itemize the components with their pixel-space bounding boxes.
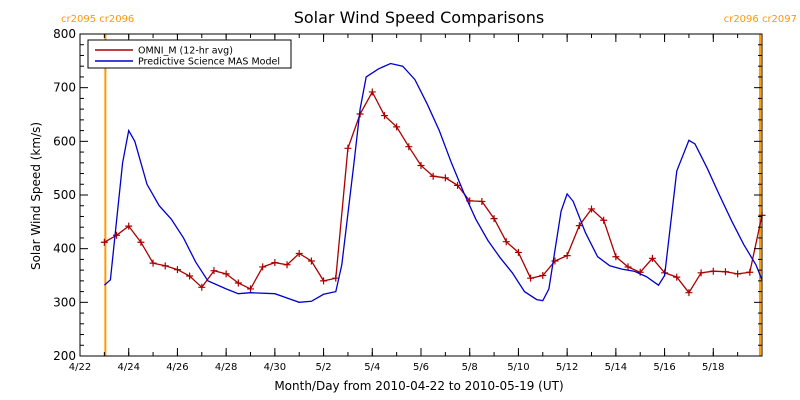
x-tick-label: 4/28	[215, 362, 237, 373]
data-point	[198, 283, 206, 291]
y-tick-label: 300	[53, 295, 76, 309]
data-point	[441, 174, 449, 182]
x-tick-label: 5/12	[556, 362, 578, 373]
data-point	[417, 161, 425, 169]
x-tick-label: 5/18	[702, 362, 724, 373]
data-point	[283, 261, 291, 269]
data-point	[685, 289, 693, 297]
plot-frame	[79, 33, 763, 357]
series-mas-model	[103, 62, 763, 303]
x-tick-label: 5/2	[316, 362, 332, 373]
series-line	[103, 62, 763, 303]
data-point	[514, 248, 522, 256]
y-tick-label: 500	[53, 188, 76, 202]
legend-label: OMNI_M (12-hr avg)	[138, 46, 233, 57]
data-point	[368, 88, 376, 96]
x-tick-label: 5/6	[413, 362, 429, 373]
x-tick-label: 4/26	[166, 362, 188, 373]
x-tick-label: 4/22	[69, 362, 91, 373]
data-point	[173, 266, 181, 274]
carrington-label: cr2095 cr2096	[61, 14, 134, 25]
data-point	[709, 267, 717, 275]
data-point	[490, 215, 498, 223]
x-tick-label: 5/8	[462, 362, 478, 373]
data-point	[271, 259, 279, 267]
data-point	[454, 181, 462, 189]
data-point	[295, 249, 303, 257]
series-layer	[100, 62, 766, 303]
axis-layer: 200 300 400 500 600 700 800 4/22 4/24 4/26 4/28 4/3…	[53, 27, 763, 373]
x-tick-label: 4/30	[264, 362, 286, 373]
x-axis-label: Month/Day from 2010-04-22 to 2010-05-19 …	[274, 379, 563, 393]
x-tick-label: 4/24	[117, 362, 139, 373]
data-point	[429, 172, 437, 180]
data-point	[648, 254, 656, 262]
data-point	[734, 270, 742, 278]
legend: OMNI_M (12-hr avg)Predictive Science MAS…	[87, 39, 292, 69]
data-point	[332, 274, 340, 282]
data-point	[149, 259, 157, 267]
data-point	[320, 277, 328, 285]
data-point	[393, 123, 401, 131]
data-point	[721, 268, 729, 276]
data-point	[624, 263, 632, 271]
data-point	[527, 274, 535, 282]
data-point	[746, 268, 754, 276]
data-point	[210, 267, 218, 275]
chart-title: Solar Wind Speed Comparisons	[294, 8, 545, 27]
x-tick-label: 5/16	[653, 362, 675, 373]
data-point	[563, 252, 571, 260]
data-point	[113, 231, 121, 239]
data-point	[247, 285, 254, 293]
data-point	[222, 270, 230, 278]
data-point	[575, 222, 583, 230]
x-tick-label: 5/14	[605, 362, 627, 373]
data-point	[380, 112, 388, 120]
data-point	[307, 257, 315, 265]
data-point	[612, 253, 620, 261]
data-point	[600, 216, 608, 224]
y-tick-label: 600	[53, 134, 76, 148]
y-axis-label: Solar Wind Speed (km/s)	[29, 122, 43, 270]
data-point	[673, 273, 681, 281]
data-point	[137, 238, 145, 246]
data-point	[259, 263, 267, 271]
x-tick-label: 5/4	[364, 362, 380, 373]
data-point	[588, 205, 595, 213]
legend-box	[87, 39, 292, 69]
data-point	[405, 143, 413, 151]
x-tick-label: 5/10	[507, 362, 529, 373]
data-point	[186, 272, 194, 280]
data-point	[125, 222, 133, 230]
y-tick-label: 700	[53, 81, 76, 95]
y-tick-label: 400	[53, 242, 76, 256]
data-point	[161, 262, 169, 270]
data-point	[697, 269, 705, 277]
data-point	[502, 238, 510, 246]
data-point	[344, 144, 352, 152]
y-tick-label: 800	[53, 27, 76, 41]
data-point	[539, 272, 547, 279]
data-point	[234, 279, 242, 287]
data-point	[478, 197, 486, 205]
y-tick-label: 200	[53, 349, 76, 363]
series-line	[104, 90, 763, 294]
data-point	[100, 238, 108, 246]
carrington-label: cr2096 cr2097	[724, 14, 797, 25]
legend-label: Predictive Science MAS Model	[138, 57, 280, 68]
series-omni	[100, 88, 766, 297]
